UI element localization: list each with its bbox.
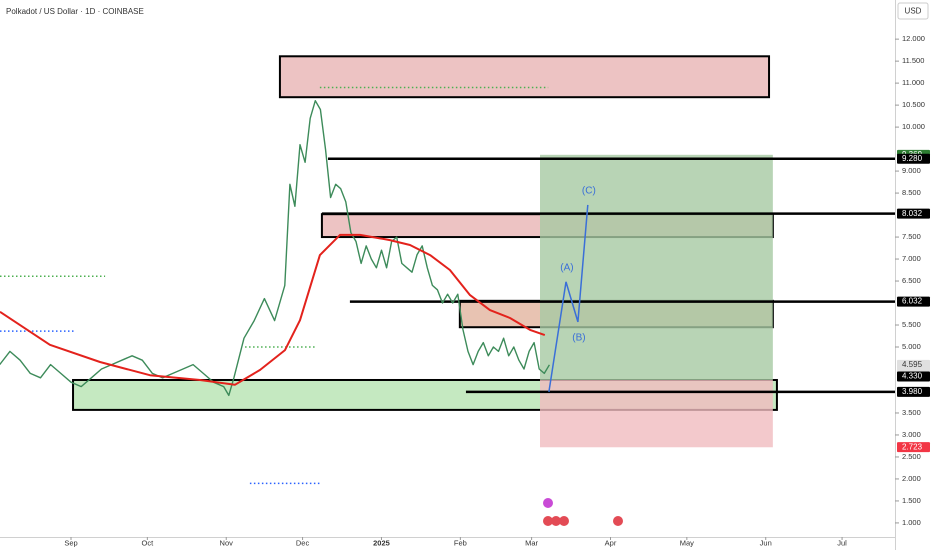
event-icon[interactable] — [551, 516, 561, 526]
y-tick-label: 8.500 — [902, 188, 921, 197]
x-tick-label: Apr — [605, 538, 617, 547]
event-icon[interactable] — [543, 516, 553, 526]
y-tick-label: 10.500 — [902, 100, 925, 109]
price-label: 4.595 — [902, 360, 923, 369]
currency-button[interactable] — [897, 2, 929, 20]
x-tick-label: Dec — [296, 538, 310, 547]
y-tick-label: 2.000 — [902, 474, 921, 483]
event-icon[interactable] — [543, 498, 553, 508]
y-tick-label: 3.500 — [902, 408, 921, 417]
x-tick-label: Feb — [454, 538, 467, 547]
y-tick-label: 11.000 — [902, 78, 924, 87]
price-label-bg — [897, 371, 930, 382]
y-tick-label: 7.500 — [902, 232, 921, 241]
y-tick-label: 12.000 — [902, 34, 925, 43]
x-tick-label: Jun — [760, 538, 772, 547]
price-label: 3.980 — [902, 387, 923, 396]
y-tick-label: 7.000 — [902, 254, 921, 263]
price-label-bg — [897, 208, 930, 219]
event-icon[interactable] — [559, 516, 569, 526]
chart-title: Polkadot / US Dollar · 1D · COINBASE — [6, 7, 144, 16]
y-tick-label: 1.000 — [902, 518, 921, 527]
y-tick-label: 5.000 — [902, 342, 921, 351]
zone — [278, 55, 771, 99]
x-tick-label: Jul — [837, 538, 847, 547]
wave-label: (A) — [560, 263, 573, 274]
y-tick-label: 9.000 — [902, 166, 921, 175]
y-tick-label: 3.000 — [902, 430, 921, 439]
price-label: 8.032 — [902, 209, 923, 218]
price-label-bg — [897, 442, 930, 453]
price-label: 2.723 — [902, 442, 923, 451]
event-icon[interactable] — [613, 516, 623, 526]
y-tick-label: 10.000 — [902, 122, 925, 131]
y-tick-label: 2.500 — [902, 452, 921, 461]
price-label-bg — [897, 386, 930, 397]
x-tick-label: Oct — [142, 538, 155, 547]
series-line — [0, 233, 546, 386]
x-tick-label: 2025 — [373, 538, 390, 547]
price-label: 4.330 — [902, 372, 923, 381]
wave-path — [548, 204, 589, 393]
x-tick-label: May — [680, 538, 694, 547]
x-tick-label: Mar — [525, 538, 538, 547]
x-tick-label: Nov — [220, 538, 234, 547]
zone — [540, 379, 773, 448]
price-label-bg — [897, 153, 930, 164]
series-line — [0, 100, 551, 397]
zone — [540, 154, 773, 380]
y-tick-label: 6.500 — [902, 276, 921, 285]
wave-label: (B) — [572, 333, 585, 344]
wave-label: (C) — [582, 186, 596, 197]
y-tick-label: 5.500 — [902, 320, 921, 329]
x-tick-label: Sep — [64, 538, 77, 547]
event-icons — [543, 498, 623, 526]
price-label: 9.280 — [902, 154, 923, 163]
y-tick-label: 1.500 — [902, 496, 921, 505]
price-label: 6.032 — [902, 297, 923, 306]
currency-label[interactable]: USD — [905, 7, 922, 16]
price-label-bg — [897, 296, 930, 307]
y-tick-label: 11.500 — [902, 56, 924, 65]
